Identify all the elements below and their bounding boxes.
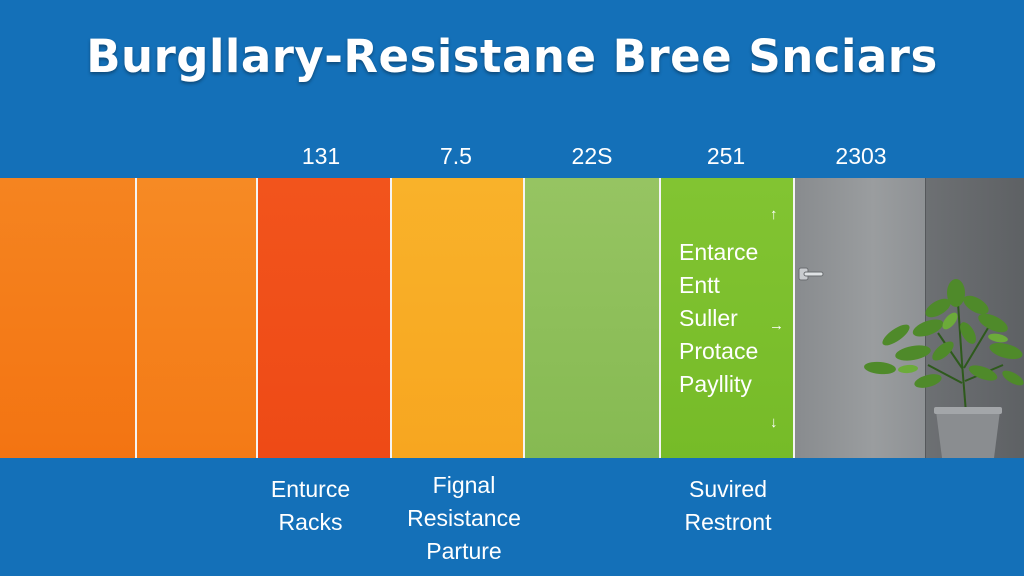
label-line: Enturce <box>270 476 351 502</box>
value-7-5: 7.5 <box>440 143 472 169</box>
label-line: Resistance <box>407 505 521 531</box>
value-2303: 2303 <box>835 143 887 169</box>
label-fignal-resistance-parture: Fignal Resistance Parture <box>398 469 530 568</box>
label-enturce-racks: Enturce Racks <box>248 473 373 539</box>
divider <box>135 178 137 458</box>
panel-text-line: Entarce <box>679 239 759 265</box>
panel-text-line: Entt <box>679 272 720 298</box>
divider <box>793 178 795 458</box>
divider <box>256 178 258 458</box>
panel-red-orange <box>257 178 391 458</box>
panel-light-green <box>524 178 660 458</box>
arrow-up-icon: ↑ <box>770 206 778 223</box>
divider <box>659 178 661 458</box>
arrow-right-icon: → <box>769 317 784 334</box>
panel-text: Entarce Entt Suller Protace Payllity <box>679 236 758 401</box>
panel-yellow-orange <box>391 178 524 458</box>
panel-orange-2 <box>136 178 257 458</box>
label-line: Fignal <box>432 472 496 498</box>
color-band: Entarce Entt Suller Protace Payllity ↑ →… <box>0 178 1024 458</box>
panel-text-line: Suller <box>679 305 738 331</box>
divider <box>523 178 525 458</box>
label-line: Racks <box>278 509 343 535</box>
panel-text-line: Protace <box>679 338 759 364</box>
divider <box>925 178 926 458</box>
value-131: 131 <box>301 143 341 169</box>
label-line: Suvired <box>689 476 767 502</box>
panel-text-line: Payllity <box>679 371 752 397</box>
panel-bright-green <box>660 178 794 458</box>
value-22s: 22S <box>571 143 613 169</box>
label-suvired-restront: Suvired Restront <box>662 473 794 539</box>
value-251: 251 <box>706 143 746 169</box>
panel-orange-1 <box>0 178 136 458</box>
door-handle-icon <box>798 267 824 281</box>
potted-plant-icon <box>864 279 1024 458</box>
divider <box>390 178 392 458</box>
page-title: Burgllary-Resistane Bree Snciars <box>86 30 938 83</box>
panel-gray-door <box>794 178 926 458</box>
arrow-down-icon: ↓ <box>770 414 778 431</box>
label-line: Restront <box>684 509 772 535</box>
label-line: Parture <box>426 538 502 564</box>
